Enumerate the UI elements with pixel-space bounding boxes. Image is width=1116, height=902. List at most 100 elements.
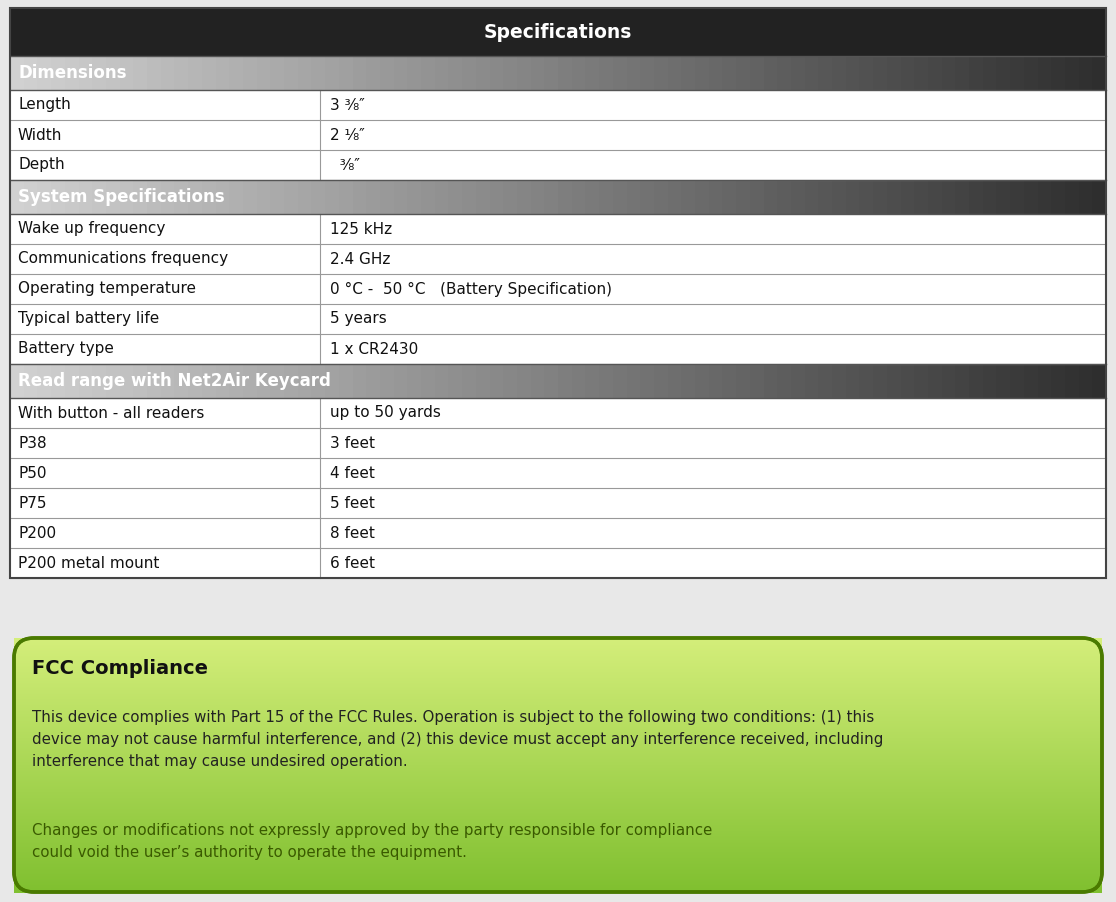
Bar [283, 180, 298, 214]
Bar [15, 871, 1101, 875]
Bar [1038, 56, 1051, 90]
Bar [10, 398, 1106, 428]
Bar [462, 180, 477, 214]
Bar [914, 180, 929, 214]
Bar [15, 803, 1101, 806]
Bar [15, 684, 1101, 687]
Bar [325, 56, 339, 90]
Bar [10, 548, 1106, 578]
Bar [10, 364, 25, 398]
Bar [503, 56, 518, 90]
Bar [1065, 180, 1079, 214]
Bar [174, 56, 189, 90]
Bar [298, 180, 311, 214]
Bar [818, 180, 833, 214]
Bar [449, 56, 463, 90]
Bar [353, 180, 367, 214]
Bar [10, 56, 25, 90]
Bar [15, 661, 1101, 664]
Bar [119, 180, 134, 214]
Bar [887, 180, 901, 214]
Bar [1065, 364, 1079, 398]
Bar [257, 180, 271, 214]
Bar [15, 689, 1101, 692]
Bar [174, 180, 189, 214]
Bar [15, 747, 1101, 750]
Bar [15, 882, 1101, 885]
Text: 1 x CR2430: 1 x CR2430 [330, 342, 418, 356]
Text: Length: Length [18, 97, 70, 113]
Bar [490, 364, 503, 398]
Bar [15, 811, 1101, 815]
Bar [818, 56, 833, 90]
Bar [997, 56, 1011, 90]
Text: P75: P75 [18, 495, 47, 511]
Bar [983, 56, 997, 90]
Bar [791, 56, 805, 90]
Bar [791, 364, 805, 398]
Bar [15, 793, 1101, 796]
Text: 8 feet: 8 feet [330, 526, 375, 540]
Text: 6 feet: 6 feet [330, 556, 375, 570]
Bar [667, 364, 682, 398]
Bar [10, 518, 1106, 548]
Bar [283, 364, 298, 398]
Bar [599, 56, 614, 90]
Bar [1051, 56, 1066, 90]
Bar [15, 839, 1101, 842]
Bar [15, 815, 1101, 819]
Bar [490, 180, 503, 214]
Bar [15, 833, 1101, 837]
Bar [161, 56, 175, 90]
Text: P38: P38 [18, 436, 47, 450]
Bar [51, 364, 66, 398]
Bar [15, 658, 1101, 662]
Bar [737, 180, 750, 214]
Bar [311, 56, 326, 90]
Bar [997, 180, 1011, 214]
Bar [15, 814, 1101, 816]
Text: Dimensions: Dimensions [18, 64, 126, 82]
Bar [133, 364, 147, 398]
Bar [15, 668, 1101, 672]
Bar [530, 364, 545, 398]
Bar [530, 56, 545, 90]
Bar [93, 180, 106, 214]
Bar [626, 56, 641, 90]
Bar [10, 304, 1106, 334]
Bar [15, 775, 1101, 778]
Bar [530, 180, 545, 214]
Bar [1078, 364, 1093, 398]
Bar [571, 180, 586, 214]
Bar [777, 364, 791, 398]
Bar [15, 755, 1101, 759]
Bar [10, 214, 1106, 244]
Bar [955, 180, 970, 214]
Bar [10, 244, 1106, 274]
Bar [78, 364, 93, 398]
Bar [833, 180, 846, 214]
Bar [927, 56, 942, 90]
Bar [833, 56, 846, 90]
Bar [667, 56, 682, 90]
Bar [818, 364, 833, 398]
Bar [449, 180, 463, 214]
Bar [791, 180, 805, 214]
Bar [10, 488, 1106, 518]
Bar [283, 56, 298, 90]
Bar [695, 364, 709, 398]
Bar [15, 854, 1101, 857]
Bar [51, 56, 66, 90]
Bar [10, 334, 1106, 364]
Bar [1023, 180, 1038, 214]
Bar [147, 56, 161, 90]
Bar [927, 180, 942, 214]
Bar [859, 180, 874, 214]
Bar [51, 180, 66, 214]
Bar [955, 56, 970, 90]
Bar [339, 180, 353, 214]
Bar [215, 56, 230, 90]
Bar [599, 180, 614, 214]
Bar [15, 805, 1101, 809]
Text: Wake up frequency: Wake up frequency [18, 222, 165, 236]
